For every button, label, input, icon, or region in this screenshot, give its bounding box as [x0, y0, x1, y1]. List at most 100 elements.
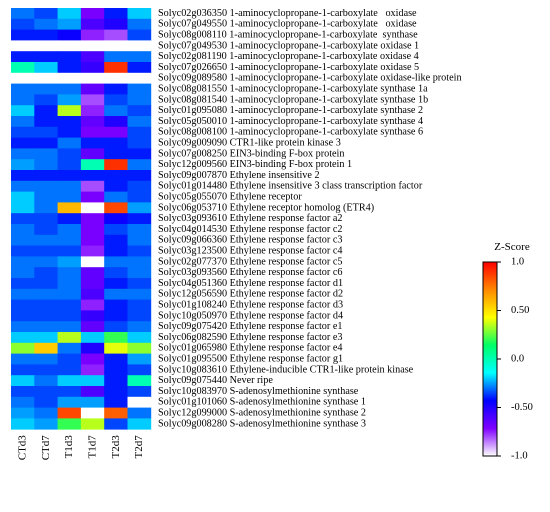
heatmap-cell: [34, 375, 58, 387]
column-labels: CTd3 CTd7 T1d3 T1d7 T2d3 T2d7: [17, 435, 145, 461]
heatmap-cell: [127, 72, 152, 84]
heatmap-cell: [11, 342, 35, 354]
heatmap-cell: [104, 137, 128, 149]
heatmap-cell: [127, 386, 152, 398]
heatmap-cell: [11, 51, 35, 63]
heatmap-cell: [104, 310, 128, 322]
heatmap-cell: [11, 375, 35, 387]
heatmap-cell: [80, 94, 105, 106]
heatmap-cell: [127, 353, 152, 365]
heatmap-cell: [80, 116, 105, 128]
row-label: Solyc01g014480 Ethylene insensitive 3 cl…: [158, 181, 423, 192]
heatmap-cell: [11, 62, 35, 74]
heatmap-cell: [57, 72, 82, 84]
heatmap-cell: [104, 256, 128, 268]
heatmap-cell: [11, 29, 35, 41]
heatmap-cell: [80, 29, 105, 41]
heatmap-cell: [104, 180, 128, 192]
row-label: Solyc06g053710 Ethylene receptor homolog…: [158, 202, 374, 213]
heatmap-cell: [57, 256, 82, 268]
heatmap-cell: [80, 137, 105, 149]
heatmap-cell: [57, 18, 82, 30]
heatmap-cell: [104, 299, 128, 311]
heatmap-cell: [104, 170, 128, 182]
heatmap-cell: [11, 418, 35, 430]
colorbar-tick-label: -1.0: [511, 451, 528, 462]
heatmap-cell: [11, 72, 35, 84]
row-label: Solyc10g050970 Ethylene response factor …: [158, 310, 343, 321]
heatmap-cell: [34, 180, 58, 192]
heatmap-cell: [80, 234, 105, 246]
heatmap-cell: [11, 267, 35, 279]
heatmap-cell: [11, 18, 35, 30]
row-label: Solyc04g051360 Ethylene response factor …: [158, 278, 343, 289]
heatmap-cell: [127, 29, 152, 41]
row-label: Solyc08g081550 1-aminocyclopropane-1-car…: [158, 84, 428, 95]
heatmap-cell: [57, 267, 82, 279]
heatmap-cell: [34, 51, 58, 63]
column-label: T2d3: [110, 435, 122, 459]
heatmap-cell: [34, 137, 58, 149]
heatmap-cell: [104, 51, 128, 63]
heatmap-cell: [34, 332, 58, 344]
row-label: Solyc07g049550 1-aminocyclopropane-1-car…: [158, 19, 417, 30]
heatmap-cell: [127, 94, 152, 106]
heatmap-cell: [127, 159, 152, 171]
heatmap-cell: [34, 159, 58, 171]
heatmap-cell: [11, 407, 35, 419]
heatmap-cell: [80, 40, 105, 52]
heatmap-cell: [11, 202, 35, 214]
heatmap-cell: [57, 288, 82, 300]
heatmap-cell: [80, 170, 105, 182]
heatmap-cell: [11, 353, 35, 365]
heatmap-cell: [11, 321, 35, 333]
heatmap-cell: [11, 288, 35, 300]
row-label: Solyc03g123500 Ethylene response factor …: [158, 246, 342, 257]
row-label: Solyc07g026650 1-aminocyclopropane-1-car…: [158, 62, 419, 73]
row-label: Solyc01g108240 Ethylene response factor …: [158, 300, 343, 311]
colorbar-tick-label: 0.0: [511, 354, 524, 365]
heatmap-cell: [34, 353, 58, 365]
heatmap-cell: [127, 170, 152, 182]
heatmap-cell: [11, 159, 35, 171]
row-label: Solyc10g083610 Ethylene-inducible CTR1-l…: [158, 364, 414, 375]
heatmap-cell: [80, 105, 105, 117]
heatmap-cell: [127, 116, 152, 128]
heatmap-cell: [104, 278, 128, 290]
colorbar-title: Z-Score: [494, 241, 530, 253]
heatmap-cell: [34, 18, 58, 30]
heatmap-cell: [11, 170, 35, 182]
heatmap-cell: [34, 234, 58, 246]
row-label: Solyc06g082590 Ethylene response factor …: [158, 332, 342, 343]
heatmap-cell: [80, 245, 105, 257]
heatmap-cell: [57, 62, 82, 74]
heatmap-cell: [34, 213, 58, 225]
heatmap-cell: [34, 72, 58, 84]
heatmap-cell: [80, 83, 105, 95]
heatmap-cell: [80, 342, 105, 354]
heatmap-cell: [57, 51, 82, 63]
colorbar-ticks: 1.0 0.50 0.0 -0.50 -1.0: [497, 257, 533, 462]
heatmap-cell: [34, 310, 58, 322]
heatmap-cell: [34, 83, 58, 95]
row-label: Solyc09g008280 S-adenosylmethionine synt…: [158, 418, 366, 429]
column-label: CTd7: [40, 435, 52, 461]
heatmap-cell: [104, 40, 128, 52]
heatmap-cell: [80, 288, 105, 300]
colorbar-tick-label: 1.0: [511, 257, 524, 268]
heatmap-cell: [80, 224, 105, 236]
heatmap-cell: [104, 321, 128, 333]
heatmap-cell: [57, 40, 82, 52]
heatmap-cell: [57, 353, 82, 365]
heatmap-cell: [104, 126, 128, 138]
row-label: Solyc09g089580 1-aminocyclopropane-1-car…: [158, 73, 462, 84]
heatmap-cell: [104, 72, 128, 84]
column-label: T1d7: [87, 435, 99, 459]
heatmap-cell: [57, 213, 82, 225]
column-label: T2d7: [133, 435, 145, 459]
heatmap-cell: [80, 202, 105, 214]
row-label: Solyc02g077370 Ethylene response factor …: [158, 256, 342, 267]
heatmap-cell: [11, 148, 35, 160]
colorbar-tick-label: 0.50: [511, 305, 529, 316]
heatmap-cell: [34, 278, 58, 290]
